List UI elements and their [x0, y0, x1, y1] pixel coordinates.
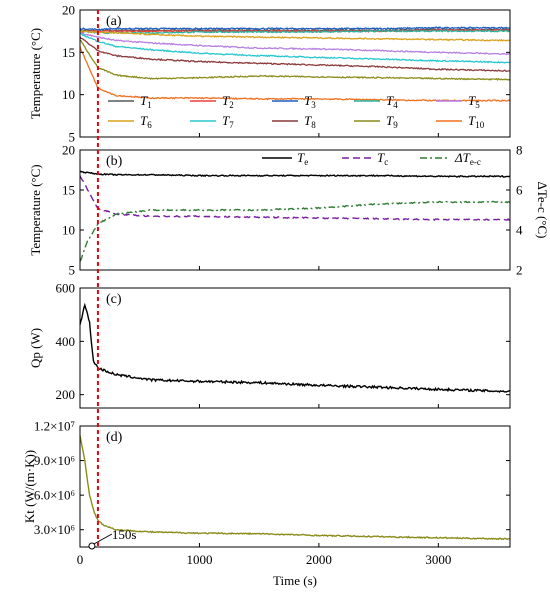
x-tick-label: 2000: [306, 552, 332, 567]
legend-label: Te: [297, 150, 308, 167]
series-line-Te: [79, 170, 511, 178]
legend-label: T5: [468, 93, 480, 110]
legend-label: T8: [304, 113, 316, 130]
plot-frame: [79, 425, 511, 548]
legend-label: T7: [222, 113, 234, 130]
panel-a: 5 10 15 20 Temperature (°C) (a) T1 T2 T3 T4 T5 T6 T7…: [28, 3, 511, 145]
legend-label: T2: [222, 93, 234, 110]
panel-b: 5 10 15 20 2 4 6 8 Temperature (°C) ΔTe-c (°C) (b)…: [28, 143, 550, 278]
series-line-Tc: [79, 175, 511, 222]
y-tick-label: 5: [69, 263, 76, 278]
series-line-Kt: [79, 435, 511, 541]
y2-axis-title: ΔTe-c (°C): [535, 181, 550, 238]
y-axis-title: Temperature (°C): [28, 164, 43, 255]
legend-label: T4: [386, 93, 398, 110]
y-tick-label: 20: [62, 3, 75, 18]
legend-label: T1: [140, 93, 152, 110]
legend-label: T10: [468, 113, 485, 130]
series-line-T7: [79, 32, 511, 64]
y-tick-label: 10: [62, 223, 75, 238]
annotation-marker: [88, 542, 96, 550]
y-tick-label: 10: [62, 87, 75, 102]
series-line-T3: [79, 26, 511, 31]
y-tick-label: 400: [56, 334, 76, 349]
y-tick-label: 9.0×10⁶: [34, 453, 75, 468]
panel-label: (c): [106, 292, 122, 307]
panel-label: (d): [106, 430, 123, 445]
legend-label: T3: [304, 93, 316, 110]
plot-frame: [79, 287, 511, 409]
plot-frame: [79, 149, 511, 271]
y-tick-label: 15: [62, 183, 75, 198]
y2-tick-label: 4: [516, 223, 523, 238]
y-axis-title: Kt (W/(m·K)): [22, 450, 37, 523]
series-line-T9: [79, 39, 511, 81]
y-tick-label: 20: [62, 143, 75, 158]
y2-tick-label: 2: [516, 263, 523, 278]
x-tick-label: 3000: [425, 552, 451, 567]
y-axis-title: Temperature (°C): [28, 28, 43, 119]
y-tick-label: 15: [62, 45, 75, 60]
panel-label: (a): [106, 14, 122, 29]
series-line-Qp: [79, 302, 511, 393]
series-line-ΔTe-c: [79, 200, 511, 262]
series-line-T8: [79, 36, 511, 73]
y-axis-title: Qp (W): [28, 328, 43, 368]
series-line-T5: [79, 32, 510, 56]
series-line-T6: [79, 30, 511, 42]
panel-d: 3.0×10⁶ 6.0×10⁶ 9.0×10⁶ 1.2×10⁷ 0 1000 2000 300…: [22, 419, 511, 588]
y-tick-label: 6.0×10⁶: [34, 488, 75, 503]
y-tick-label: 1.2×10⁷: [34, 419, 75, 434]
y-tick-label: 600: [56, 281, 76, 296]
panel-c: 200 400 600 Qp (W) (c): [28, 281, 511, 409]
y2-tick-label: 6: [516, 183, 523, 198]
y-tick-label: 200: [56, 387, 76, 402]
legend-label: T6: [140, 113, 152, 130]
series-line-T4: [80, 29, 511, 35]
annotation-label: 150s: [112, 527, 137, 542]
x-tick-label: 1000: [186, 552, 212, 567]
legend-label: Tc: [377, 150, 388, 167]
panel-label: (b): [106, 154, 123, 169]
legend-label: ΔTe-c: [454, 150, 481, 167]
y2-tick-label: 8: [516, 143, 523, 158]
y-tick-label: 5: [69, 130, 76, 145]
y-tick-label: 3.0×10⁶: [34, 522, 75, 537]
plot-frame: [79, 9, 511, 138]
annotation-leader: [93, 533, 113, 545]
x-tick-label: 0: [77, 552, 84, 567]
x-axis-title: Time (s): [273, 573, 317, 588]
legend-label: T9: [386, 113, 398, 130]
